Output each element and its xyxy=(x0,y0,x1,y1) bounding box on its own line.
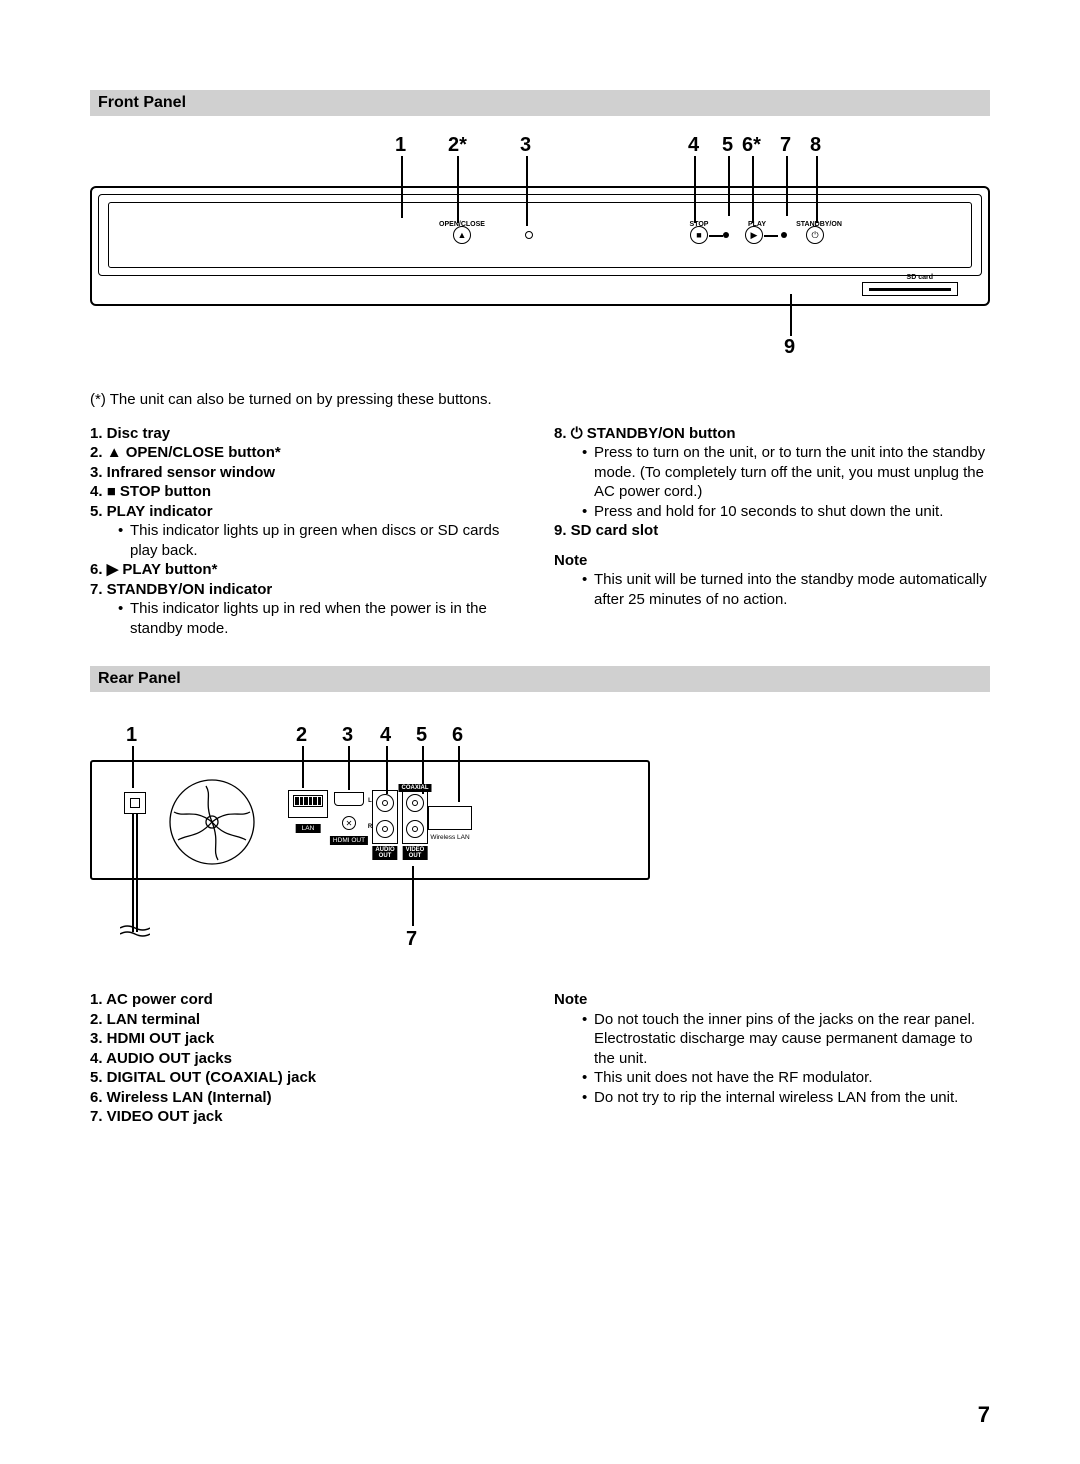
standby-indicator-icon xyxy=(781,232,787,238)
sd-card-label: SD card xyxy=(907,274,933,281)
video-out-label: VIDEO OUT xyxy=(403,846,428,860)
front-callout-5: 5 xyxy=(722,134,733,157)
stop-button-icon: ■ xyxy=(690,226,708,244)
front-panel-header: Front Panel xyxy=(90,90,990,116)
lan-port-icon xyxy=(288,790,328,818)
audio-l-jack-icon xyxy=(376,794,394,812)
front-note-label: Note xyxy=(554,551,990,571)
ac-plug-icon xyxy=(124,792,146,814)
panel-item-bullet: This indicator lights up in green when d… xyxy=(118,521,526,560)
front-asterisk-note: (*) The unit can also be turned on by pr… xyxy=(90,390,990,410)
lan-label: LAN xyxy=(296,824,321,833)
panel-item: 4. ■ STOP button xyxy=(90,482,526,502)
hdmi-port-icon xyxy=(334,792,364,806)
open-close-button-icon: ▲ xyxy=(453,226,471,244)
rear-callout-6: 6 xyxy=(452,724,463,747)
front-callout-4: 4 xyxy=(688,134,699,157)
rear-note-bullet: Do not try to rip the internal wireless … xyxy=(582,1088,990,1108)
panel-item: 7. STANDBY/ON indicator xyxy=(90,580,526,600)
panel-item: 9. SD card slot xyxy=(554,521,990,541)
ac-cord-icon xyxy=(132,814,138,932)
front-callout-9: 9 xyxy=(784,336,795,359)
coaxial-jack-icon xyxy=(406,794,424,812)
panel-item: 5. PLAY indicator xyxy=(90,502,526,522)
front-callout-1: 1 xyxy=(395,134,406,157)
panel-item: 8. ⏻ STANDBY/ON button xyxy=(554,424,990,444)
play-button-icon: ▶ xyxy=(745,226,763,244)
rear-note-bullet: This unit does not have the RF modulator… xyxy=(582,1068,990,1088)
front-callout-7: 7 xyxy=(780,134,791,157)
play-indicator-icon xyxy=(723,232,729,238)
panel-item: 1. AC power cord xyxy=(90,990,526,1010)
rear-callout-3: 3 xyxy=(342,724,353,747)
front-callout-8: 8 xyxy=(810,134,821,157)
wlan-icon xyxy=(428,806,472,830)
vent-icon xyxy=(154,778,270,866)
panel-item: 5. DIGITAL OUT (COAXIAL) jack xyxy=(90,1068,526,1088)
panel-item: 3. HDMI OUT jack xyxy=(90,1029,526,1049)
rear-callout-4: 4 xyxy=(380,724,391,747)
wlan-label: Wireless LAN xyxy=(430,834,469,841)
rear-callout-7: 7 xyxy=(406,928,417,951)
rear-callout-2: 2 xyxy=(296,724,307,747)
front-callout-6: 6* xyxy=(742,134,761,157)
audio-r-jack-icon xyxy=(376,820,394,838)
panel-item: 7. VIDEO OUT jack xyxy=(90,1107,526,1127)
rear-callout-1: 1 xyxy=(126,724,137,747)
front-note-bullet: This unit will be turned into the standb… xyxy=(582,570,990,609)
panel-item: 2. LAN terminal xyxy=(90,1010,526,1030)
ir-window-icon xyxy=(525,231,533,239)
front-callout-2: 2* xyxy=(448,134,467,157)
panel-item-bullet: This indicator lights up in red when the… xyxy=(118,599,526,638)
rear-panel-diagram: 1 2 3 4 5 6 xyxy=(90,710,990,970)
panel-item: 4. AUDIO OUT jacks xyxy=(90,1049,526,1069)
rear-note-bullet: Do not touch the inner pins of the jacks… xyxy=(582,1010,990,1069)
rear-panel-header: Rear Panel xyxy=(90,666,990,692)
front-callout-3: 3 xyxy=(520,134,531,157)
panel-item-bullet: Press to turn on the unit, or to turn th… xyxy=(582,443,990,502)
sd-slot-icon xyxy=(862,282,958,296)
coaxial-label: COAXIAL xyxy=(399,784,432,792)
front-panel-diagram: 1 2* 3 4 5 6* 7 8 OPEN/CLOSE ▲ STOP ■ PL… xyxy=(90,134,990,364)
panel-item-bullet: Press and hold for 10 seconds to shut do… xyxy=(582,502,990,522)
page-number: 7 xyxy=(978,1402,990,1428)
audio-out-label: AUDIO OUT xyxy=(372,846,397,860)
panel-item: 1. Disc tray xyxy=(90,424,526,444)
rear-note-label: Note xyxy=(554,990,990,1010)
rear-callout-5: 5 xyxy=(416,724,427,747)
panel-item: 6. ▶ PLAY button* xyxy=(90,560,526,580)
screw-icon: ✕ xyxy=(342,816,356,830)
rear-panel-text: 1. AC power cord2. LAN terminal3. HDMI O… xyxy=(90,990,990,1127)
standby-button-icon: ⏻ xyxy=(806,226,824,244)
cord-break-icon xyxy=(120,924,150,938)
video-jack-icon xyxy=(406,820,424,838)
audio-r-label: R xyxy=(368,824,372,830)
hdmi-label: HDMI OUT xyxy=(330,836,368,845)
panel-item: 2. ▲ OPEN/CLOSE button* xyxy=(90,443,526,463)
panel-item: 6. Wireless LAN (Internal) xyxy=(90,1088,526,1108)
panel-item: 3. Infrared sensor window xyxy=(90,463,526,483)
front-panel-text: 1. Disc tray2. ▲ OPEN/CLOSE button*3. In… xyxy=(90,424,990,639)
audio-l-label: L xyxy=(368,798,372,804)
